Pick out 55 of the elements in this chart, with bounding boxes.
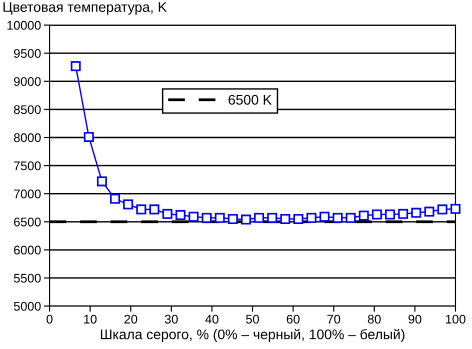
y-tick-label: 9500 <box>14 49 41 58</box>
point <box>372 209 382 220</box>
point <box>332 212 343 223</box>
point <box>280 214 290 224</box>
x-tick-label: 100 <box>446 314 466 324</box>
y-tick-label: 10000 <box>7 20 41 30</box>
point <box>306 212 316 223</box>
point <box>385 209 396 220</box>
y-tick-label: 7000 <box>14 189 41 198</box>
point <box>188 212 199 222</box>
y-tick-label: 8500 <box>14 105 41 114</box>
point <box>424 206 434 217</box>
point <box>346 212 356 223</box>
point <box>398 208 408 219</box>
point <box>123 199 134 210</box>
point <box>136 204 146 214</box>
point <box>450 204 460 214</box>
y-tick-label: 9000 <box>14 77 41 86</box>
x-tick-label: 50 <box>246 314 259 324</box>
point <box>162 208 172 219</box>
point <box>320 212 330 222</box>
legend-label: 6500 K <box>228 94 272 105</box>
x-tick-label: 70 <box>327 314 340 324</box>
point <box>176 210 186 220</box>
x-tick-label: 10 <box>84 314 97 324</box>
point <box>202 212 212 223</box>
point <box>228 214 238 224</box>
point <box>267 212 278 223</box>
point <box>293 214 304 224</box>
x-tick-label: 30 <box>164 314 178 324</box>
y-tick-label: 5500 <box>14 274 41 283</box>
point <box>149 204 160 214</box>
point <box>70 61 81 72</box>
point <box>358 210 369 221</box>
y-tick-label: 7500 <box>14 161 41 170</box>
y-tick-label: 8000 <box>14 133 41 142</box>
x-axis-title: Шкала серого, % (0% – черный, 100% – белый) <box>100 328 404 342</box>
point <box>214 212 225 223</box>
point <box>96 176 107 186</box>
point <box>240 214 251 225</box>
y-tick-label: 6000 <box>14 246 41 255</box>
point <box>110 194 120 204</box>
x-tick-label: 40 <box>205 314 218 324</box>
point <box>84 132 94 142</box>
x-tick-label: 0 <box>46 314 53 324</box>
y-tick-label: 6500 <box>14 218 41 226</box>
x-tick-label: 20 <box>124 314 138 324</box>
x-tick-label: 90 <box>408 314 422 324</box>
x-tick-label: 80 <box>368 314 381 324</box>
x-tick-label: 60 <box>286 314 300 324</box>
point <box>254 212 264 223</box>
point <box>411 208 422 218</box>
y-tick-label: 5000 <box>14 302 41 311</box>
y-axis-title: Цветовая температура, K <box>4 2 167 15</box>
point <box>437 204 448 214</box>
